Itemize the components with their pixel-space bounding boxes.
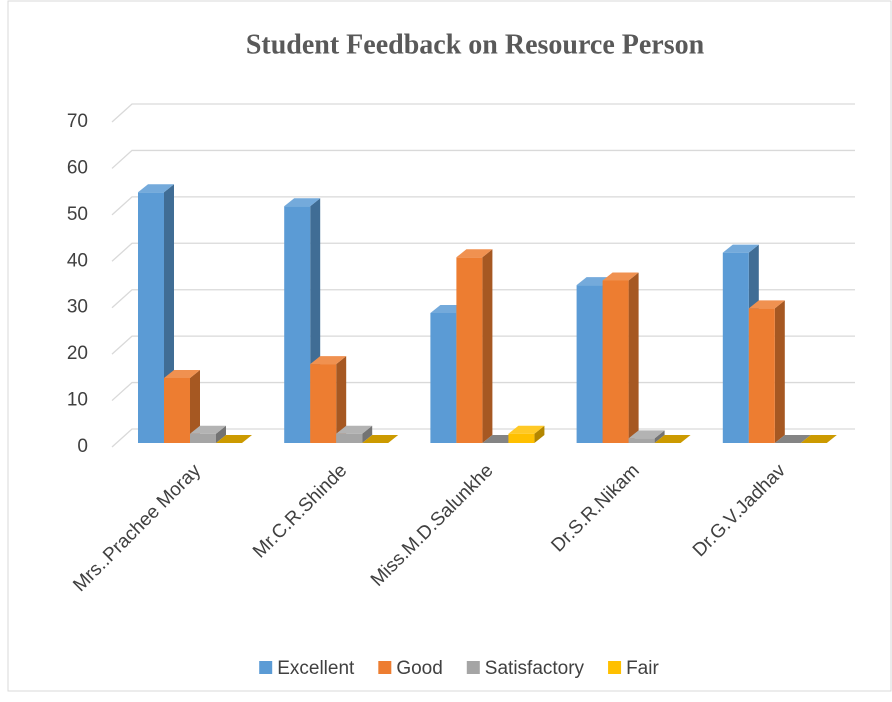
bar: [654, 435, 691, 443]
bar: [602, 272, 639, 443]
bar: [362, 435, 399, 443]
bar-front: [576, 285, 603, 443]
bar-side: [628, 272, 639, 443]
bar-top: [748, 300, 785, 309]
bar-top: [654, 435, 691, 443]
bar-top: [508, 425, 545, 434]
grid-line: [111, 196, 855, 216]
bar-top: [456, 249, 493, 258]
y-tick-label: 20: [67, 343, 88, 364]
bar: [774, 435, 811, 443]
bar-front: [310, 364, 337, 443]
bar: [216, 435, 252, 443]
bar-front: [722, 252, 749, 443]
bar-side: [654, 430, 665, 443]
bar-top: [164, 370, 200, 378]
bar-side: [216, 425, 226, 443]
bar-top: [216, 435, 252, 443]
bar-front: [430, 313, 457, 443]
bar-top: [138, 184, 174, 193]
bar-top: [336, 425, 373, 434]
bar-side: [774, 300, 785, 443]
legend-swatch: [466, 661, 480, 674]
bar-side: [190, 370, 200, 443]
bar-front: [602, 280, 629, 443]
bar-front: [508, 433, 535, 443]
bar-side: [534, 425, 545, 443]
y-tick-label: 70: [67, 111, 88, 132]
bar-front: [628, 438, 655, 443]
grid-line: [111, 149, 855, 169]
bar-top: [628, 430, 665, 439]
bar-top: [310, 356, 347, 365]
y-tick-label: 30: [67, 297, 88, 318]
bar-side: [336, 356, 347, 443]
legend-label: Fair: [626, 658, 659, 679]
legend-swatch: [608, 661, 622, 674]
bar-top: [602, 272, 639, 281]
grid-line: [111, 242, 855, 262]
bar-front: [748, 308, 775, 443]
bar-top: [190, 425, 226, 434]
legend-swatch: [378, 661, 392, 674]
bar: [628, 430, 665, 443]
bar: [800, 435, 837, 443]
legend-swatch: [259, 661, 273, 674]
bar-side: [362, 425, 373, 443]
bar-front: [456, 257, 483, 443]
bar-front: [164, 378, 190, 443]
bar: [508, 425, 545, 443]
grid-line: [111, 103, 855, 123]
bar-top: [722, 244, 759, 253]
bar: [164, 370, 200, 443]
bar: [748, 300, 785, 443]
legend-label: Excellent: [277, 658, 355, 679]
y-tick-label: 10: [67, 390, 88, 411]
legend-label: Satisfactory: [485, 658, 585, 679]
bar-side: [482, 249, 493, 443]
bar-top: [284, 198, 321, 207]
bar-front: [190, 433, 216, 443]
y-tick-label: 50: [67, 204, 88, 225]
bar-top: [774, 435, 811, 443]
bar-front: [336, 433, 363, 443]
bar: [284, 198, 321, 443]
bar: [190, 425, 226, 443]
bar-front: [138, 192, 164, 443]
y-tick-label: 60: [67, 157, 88, 178]
y-tick-label: 0: [77, 436, 88, 457]
bar-top: [362, 435, 399, 443]
bar: [310, 356, 347, 443]
legend-label: Good: [396, 658, 442, 679]
chart-title: Student Feedback on Resource Person: [246, 29, 705, 60]
bar-front: [284, 206, 311, 443]
bar: [456, 249, 493, 443]
y-tick-label: 40: [67, 250, 88, 271]
bar-top: [800, 435, 837, 443]
bar: [336, 425, 373, 443]
